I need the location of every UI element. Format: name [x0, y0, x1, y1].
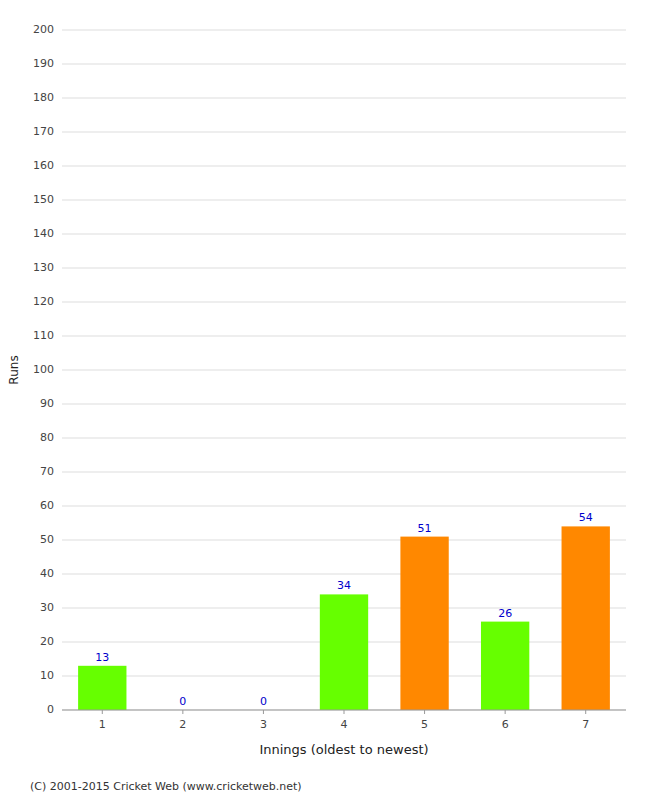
grid-line — [62, 336, 626, 337]
x-tick-label: 7 — [582, 718, 589, 731]
grid-line — [62, 438, 626, 439]
footer: (C) 2001-2015 Cricket Web (www.cricketwe… — [30, 780, 302, 793]
y-axis-label: Runs — [7, 355, 21, 384]
bar — [562, 526, 610, 710]
y-tick-label: 130 — [33, 261, 54, 274]
bar — [400, 537, 448, 710]
grid-line — [62, 132, 626, 133]
x-tick-label: 2 — [179, 718, 186, 731]
x-tick-label: 5 — [421, 718, 428, 731]
grid-line — [62, 268, 626, 269]
x-tick-label: 3 — [260, 718, 267, 731]
y-tick-label: 40 — [40, 567, 54, 580]
x-tick-label: 4 — [341, 718, 348, 731]
grid — [62, 30, 626, 710]
x-axis: 1 2 3 4 5 6 7 — [62, 710, 626, 731]
x-tick — [505, 710, 506, 714]
data-label: 51 — [418, 522, 432, 535]
grid-line — [62, 234, 626, 235]
grid-line — [62, 98, 626, 99]
y-tick-label: 70 — [40, 465, 54, 478]
y-tick-label: 140 — [33, 227, 54, 240]
grid-line — [62, 506, 626, 507]
data-labels: 13 0 0 34 51 26 54 — [95, 511, 592, 708]
x-tick — [344, 710, 345, 714]
data-label: 34 — [337, 579, 351, 592]
y-tick-label: 50 — [40, 533, 54, 546]
y-tick-label: 170 — [33, 125, 54, 138]
x-axis-label: Innings (oldest to newest) — [259, 742, 428, 757]
bar — [481, 622, 529, 710]
bar — [78, 666, 126, 710]
y-tick-label: 30 — [40, 601, 54, 614]
bar — [320, 594, 368, 710]
grid-line — [62, 574, 626, 575]
x-tick — [263, 710, 264, 714]
grid-line — [62, 200, 626, 201]
grid-line — [62, 404, 626, 405]
data-label: 0 — [179, 695, 186, 708]
y-tick-label: 200 — [33, 23, 54, 36]
grid-line — [62, 166, 626, 167]
data-label: 0 — [260, 695, 267, 708]
y-tick-label: 60 — [40, 499, 54, 512]
bars — [78, 526, 610, 710]
grid-line — [62, 64, 626, 65]
x-tick — [424, 710, 425, 714]
grid-line — [62, 540, 626, 541]
y-tick-label: 100 — [33, 363, 54, 376]
grid-line — [62, 472, 626, 473]
x-tick — [102, 710, 103, 714]
grid-line — [62, 302, 626, 303]
y-tick-label: 10 — [40, 669, 54, 682]
y-tick-label: 110 — [33, 329, 54, 342]
y-tick-label: 190 — [33, 57, 54, 70]
data-label: 13 — [95, 651, 109, 664]
y-tick-label: 150 — [33, 193, 54, 206]
y-axis: 0 10 20 30 40 50 60 70 80 90 100 110 120 130 140 150 160… — [33, 23, 54, 716]
x-tick-label: 6 — [502, 718, 509, 731]
y-tick-label: 160 — [33, 159, 54, 172]
y-tick-label: 0 — [47, 703, 54, 716]
grid-line — [62, 370, 626, 371]
y-tick-label: 20 — [40, 635, 54, 648]
x-tick-label: 1 — [99, 718, 106, 731]
y-tick-label: 90 — [40, 397, 54, 410]
x-tick — [585, 710, 586, 714]
y-tick-label: 80 — [40, 431, 54, 444]
data-label: 54 — [579, 511, 593, 524]
y-tick-label: 120 — [33, 295, 54, 308]
chart: 0102030405060708090100110120130140150160… — [0, 0, 650, 800]
y-tick-label: 180 — [33, 91, 54, 104]
grid-line — [62, 30, 626, 31]
x-tick — [182, 710, 183, 714]
data-label: 26 — [498, 607, 512, 620]
